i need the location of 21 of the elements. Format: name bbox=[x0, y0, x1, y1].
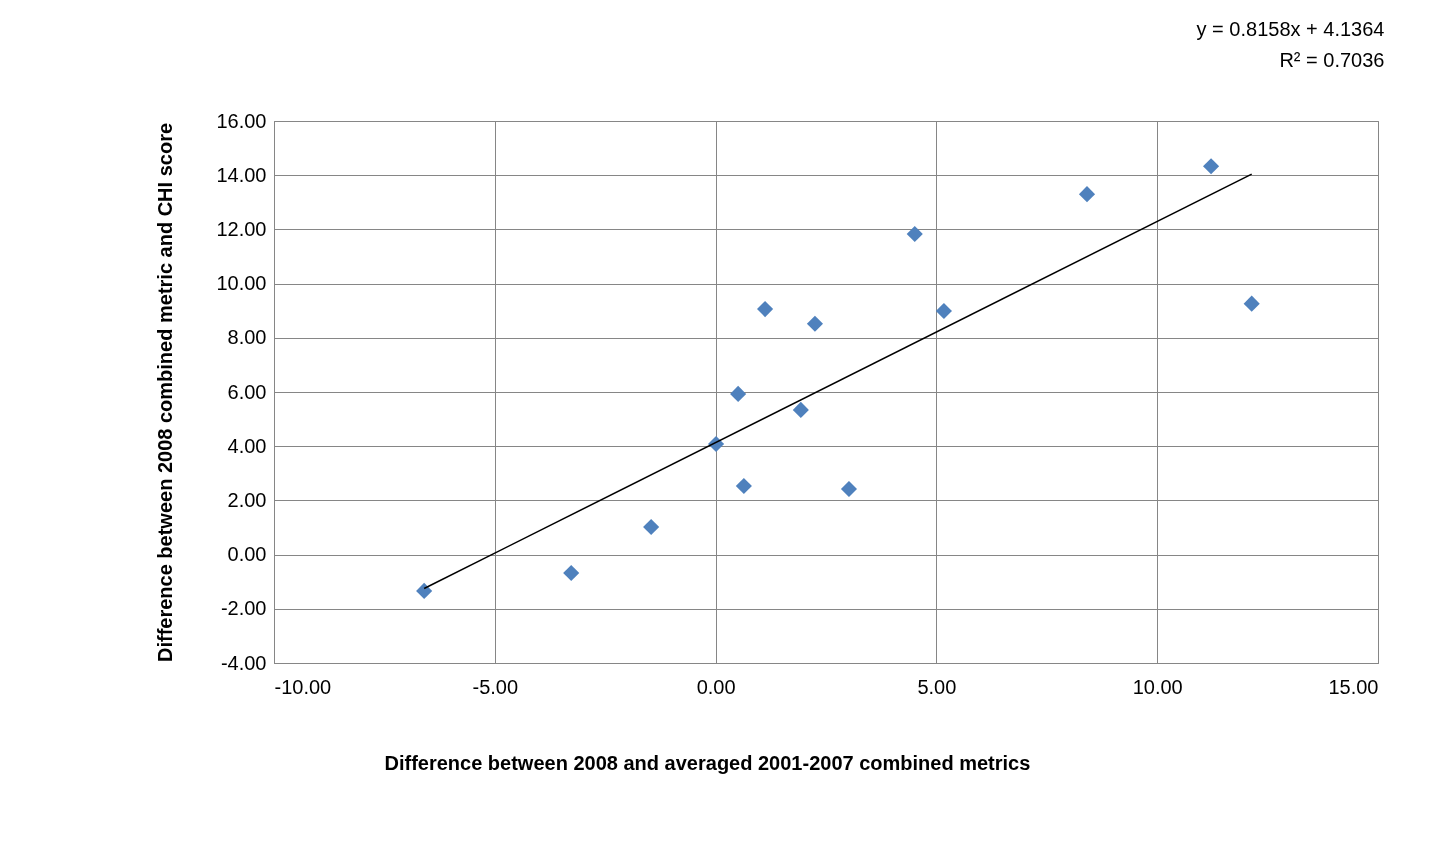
x-tick-label: -5.00 bbox=[472, 675, 519, 698]
y-tick-label: 0.00 bbox=[227, 543, 267, 566]
x-tick-label: 10.00 bbox=[1132, 675, 1183, 698]
y-tick-label: 2.00 bbox=[227, 488, 267, 511]
x-tick-label: 15.00 bbox=[1328, 675, 1379, 698]
y-tick-label: -2.00 bbox=[220, 597, 267, 620]
x-tick-label: 5.00 bbox=[917, 675, 957, 698]
y-tick-label: 8.00 bbox=[227, 326, 267, 349]
text: y = 0.8158x + 4.1364 bbox=[1196, 18, 1385, 40]
y-tick-label: 12.00 bbox=[216, 217, 267, 240]
text: R² = 0.7036 bbox=[1279, 49, 1385, 71]
y-tick-label: -4.00 bbox=[220, 651, 267, 674]
y-tick-label: 16.00 bbox=[216, 109, 267, 132]
y-tick-label: 4.00 bbox=[227, 434, 267, 457]
y-tick-label: 14.00 bbox=[216, 163, 267, 186]
x-tick-label: -10.00 bbox=[274, 675, 332, 698]
x-axis-title: Difference between 2008 and averaged 2001-2007 combined metrics bbox=[384, 751, 1031, 774]
y-tick-label: 6.00 bbox=[227, 380, 267, 403]
y-tick-label: 10.00 bbox=[216, 272, 267, 295]
y-axis-title: Difference between 2008 combined metric and CHI score bbox=[154, 122, 177, 663]
x-tick-label: 0.00 bbox=[696, 675, 736, 698]
